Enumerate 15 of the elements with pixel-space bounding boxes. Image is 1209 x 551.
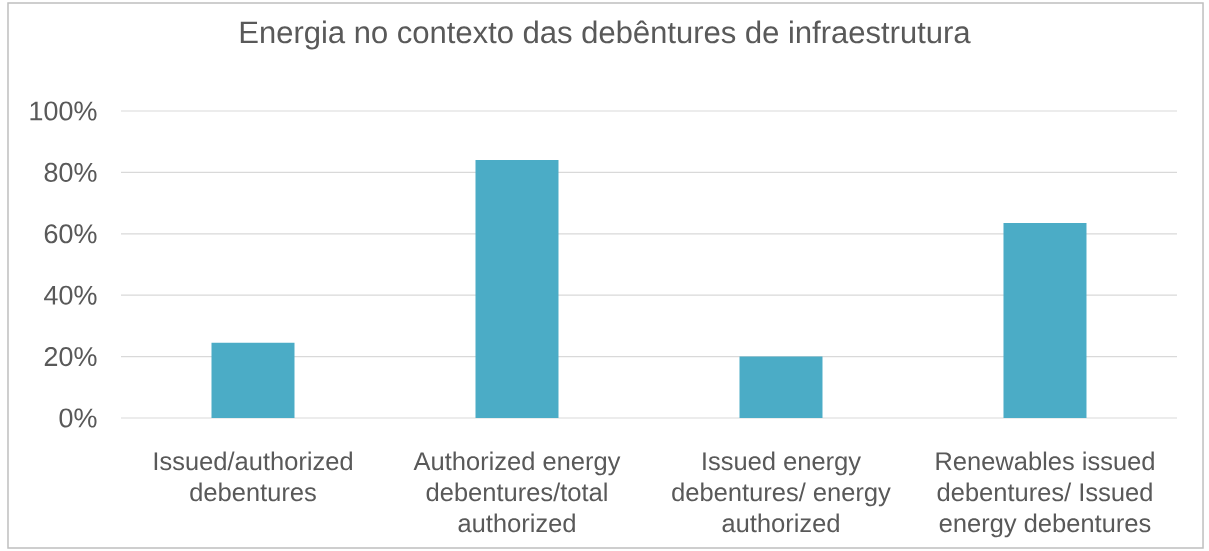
x-tick-label: Renewables issued debentures/ Issued energy debentures [936, 451, 1154, 538]
bar [739, 356, 823, 418]
x-tick-label: Issued energy debentures/ energy authorized [672, 451, 891, 533]
y-tick-label: 20% [44, 347, 97, 367]
bar [211, 342, 295, 418]
x-tick-label: Issued/authorized debentures [154, 451, 352, 502]
bar [475, 160, 559, 418]
bar [1003, 223, 1087, 418]
y-tick-label: 60% [44, 224, 97, 244]
x-tick-label: Authorized energy debentures/total authorized [413, 451, 621, 533]
y-tick-label: 0% [59, 408, 97, 428]
y-tick-label: 100% [30, 101, 97, 121]
y-tick-label: 40% [44, 285, 97, 305]
y-tick-label: 80% [44, 162, 97, 182]
chart-title: Energia no contexto das debêntures de infraestrutura [240, 20, 971, 50]
